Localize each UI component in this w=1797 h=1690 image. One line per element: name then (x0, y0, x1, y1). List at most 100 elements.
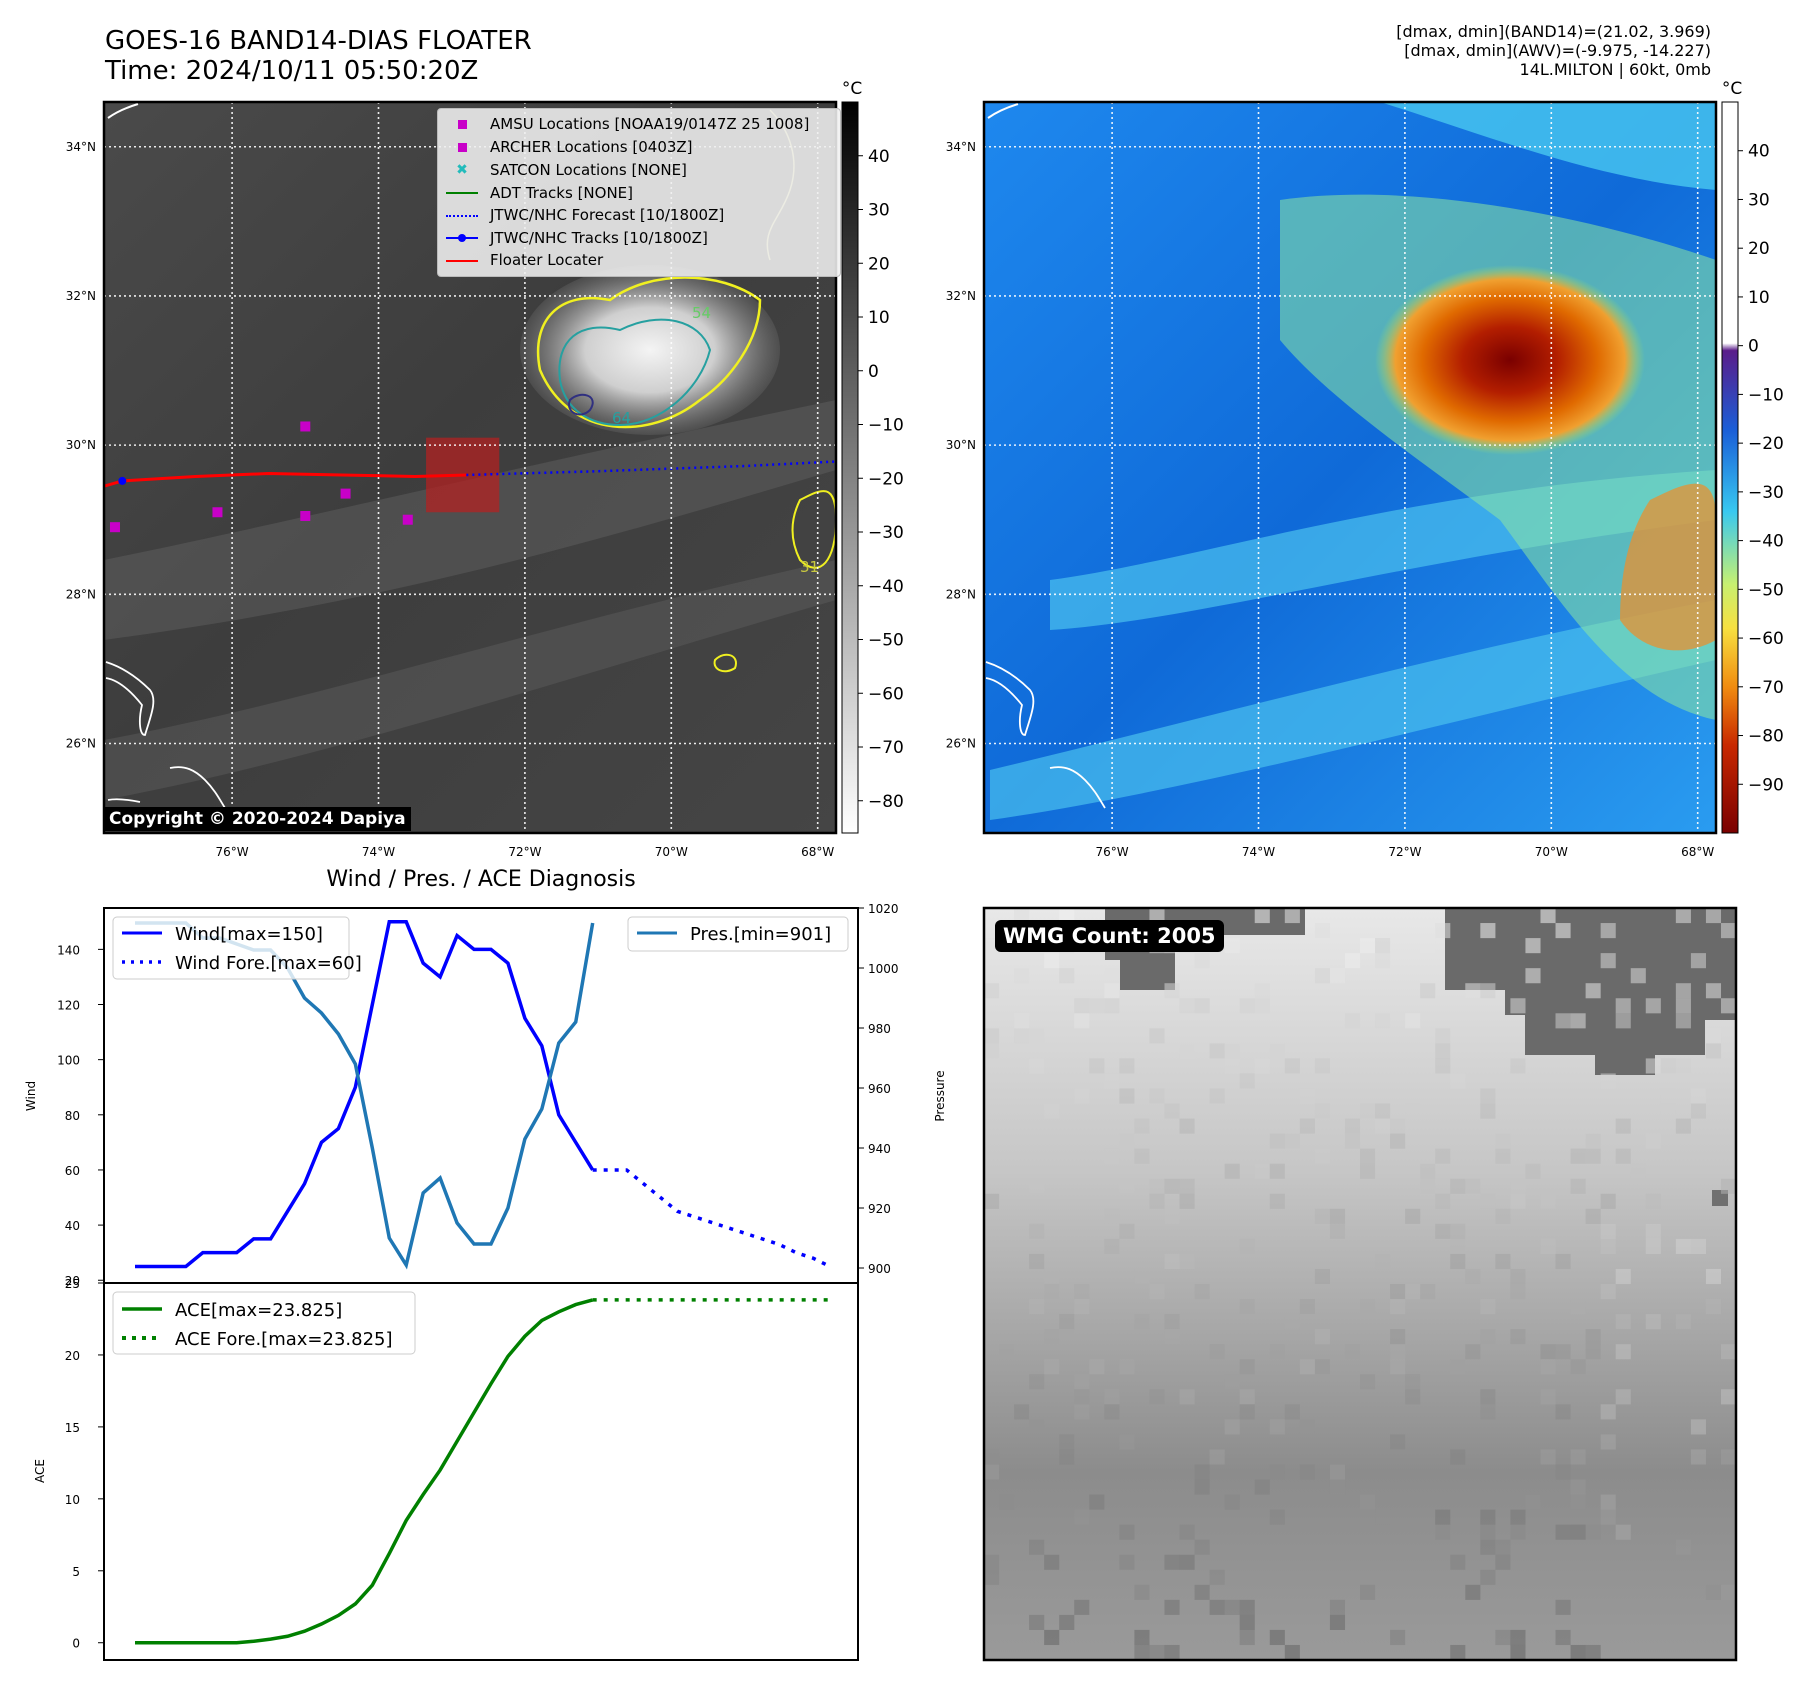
wmg-pixel (1690, 1103, 1706, 1119)
jtwc-track-point (118, 476, 127, 485)
colorbar-tick-label: 10 (868, 308, 890, 328)
wmg-pixel (999, 1344, 1015, 1360)
wmg-pixel (1164, 1599, 1180, 1615)
wmg-pixel (1495, 1629, 1511, 1646)
wmg-pixel (1495, 1148, 1511, 1164)
wmg-pixel (1480, 1193, 1496, 1209)
wmg-pixel (1705, 983, 1722, 999)
wmg-pixel (1615, 1148, 1631, 1164)
wmg-pixel (1224, 938, 1240, 954)
amsu-location-marker (300, 510, 311, 521)
legend-label: JTWC/NHC Tracks [10/1800Z] (490, 228, 708, 247)
wmg-pixel (1179, 1389, 1195, 1405)
wmg-pixel (1360, 1148, 1376, 1164)
colorbar-tick-label: −60 (1748, 629, 1784, 649)
wmg-pixel (984, 1449, 1000, 1465)
wmg-pixel (1495, 1554, 1511, 1570)
wmg-pixel (1104, 1389, 1120, 1405)
storm-info: 14L.MILTON | 60kt, 0mb (1519, 60, 1711, 79)
wmg-pixel (1600, 1404, 1616, 1420)
dmax-awv-info: [dmax, dmin](AWV)=(-9.975, -14.227) (1404, 41, 1711, 60)
y-tick-label: 20 (65, 1349, 80, 1363)
copyright-label: Copyright © 2020-2024 Dapiya (104, 807, 411, 831)
wmg-pixel (1360, 1494, 1376, 1510)
wmg-pixel (1224, 1419, 1240, 1435)
wmg-pixel (1239, 1389, 1255, 1405)
wmg-pixel (1420, 1284, 1436, 1300)
wmg-pixel (1360, 1299, 1376, 1315)
wmg-pixel (1405, 1374, 1421, 1390)
wmg-pixel (1555, 1013, 1571, 1029)
wmg-pixel (1465, 983, 1481, 999)
wmg-pixel (1660, 1103, 1676, 1119)
wmg-pixel (1314, 1103, 1330, 1119)
wmg-pixel (1209, 1088, 1225, 1104)
wmg-pixel (1450, 1238, 1466, 1254)
wmg-pixel (1179, 1524, 1195, 1540)
wmg-pixel (1540, 1344, 1556, 1360)
wmg-pixel (1450, 1223, 1466, 1239)
wind-ylabel: Wind (24, 1081, 38, 1111)
wmg-pixel (1344, 953, 1361, 969)
wmg-pixel (1194, 1464, 1210, 1480)
wmg-pixel (1405, 1284, 1421, 1300)
wmg-pixel (1645, 1223, 1661, 1239)
colorbar-tick-label: 10 (1748, 288, 1770, 308)
wmg-pixel (1375, 1103, 1391, 1119)
wmg-pixel (1480, 1329, 1496, 1345)
legend-swatch (444, 204, 480, 227)
wmg-pixel (1525, 1494, 1541, 1510)
wmg-pixel (1600, 953, 1616, 969)
y-tick-label: 920 (868, 1202, 891, 1216)
legend-swatch (444, 182, 480, 205)
wmg-pixel (1224, 1043, 1240, 1059)
wmg-pixel (1405, 1013, 1421, 1029)
wmg-pixel (984, 1464, 1000, 1480)
legend-item: ✖ SATCON Locations [NONE] (444, 158, 834, 182)
wmg-pixel (1405, 1389, 1421, 1405)
wmg-pixel (1044, 1103, 1060, 1119)
wmg-pixel (1405, 1103, 1421, 1119)
wmg-pixel (1510, 1268, 1526, 1285)
color-lon-label: 74°W (1242, 845, 1275, 859)
wmg-pixel (1585, 1344, 1601, 1360)
colorbar-tick-label: −70 (1748, 678, 1784, 698)
wmg-pixel (1555, 1629, 1571, 1646)
wmg-pixel (1420, 1178, 1436, 1194)
colorbar-tick-label: −90 (1748, 775, 1784, 795)
wmg-pixel (1540, 1449, 1556, 1465)
wmg-pixel (1104, 968, 1120, 984)
amsu-location-marker (402, 514, 413, 525)
wmg-pixel (1344, 1344, 1361, 1360)
y-tick-label: 10 (65, 1493, 80, 1507)
wmg-pixel (1284, 1314, 1300, 1330)
wmg-pixel (1044, 1329, 1060, 1345)
ir-lat-label: 32°N (66, 289, 96, 303)
wmg-pixel (1089, 1494, 1105, 1510)
map-title: GOES-16 BAND14-DIAS FLOATER (105, 26, 532, 56)
wmg-pixel (1119, 1223, 1135, 1239)
amsu-location-marker (340, 488, 351, 499)
y-tick-label: 140 (57, 943, 80, 957)
colorbar-tick-label: −10 (868, 416, 904, 436)
wmg-pixel (1360, 1103, 1376, 1119)
color-cloud-band-south (990, 600, 1716, 820)
wmg-pixel (1480, 1524, 1496, 1540)
wmg-pixel (1435, 1148, 1451, 1164)
wmg-pixel (1450, 1359, 1466, 1375)
wmg-pixel (1540, 1389, 1556, 1405)
wmg-pixel (1630, 968, 1646, 984)
wmg-pixel (1390, 1118, 1406, 1134)
wmg-pixel (1314, 1359, 1330, 1375)
wmg-pixel (1164, 983, 1180, 999)
ir-map-frame (102, 100, 838, 835)
wmg-pixel (1239, 1599, 1255, 1615)
wmg-pixel (1540, 1193, 1556, 1209)
wmg-pixel (1284, 1644, 1300, 1661)
series-wind-fore-line (592, 1168, 831, 1269)
wmg-pixel (1074, 1404, 1090, 1420)
wmg-pixel (1375, 938, 1391, 954)
wmg-pixel (1254, 908, 1270, 924)
y-tick-label: 100 (57, 1054, 80, 1068)
wmg-pixel (1570, 1013, 1586, 1029)
